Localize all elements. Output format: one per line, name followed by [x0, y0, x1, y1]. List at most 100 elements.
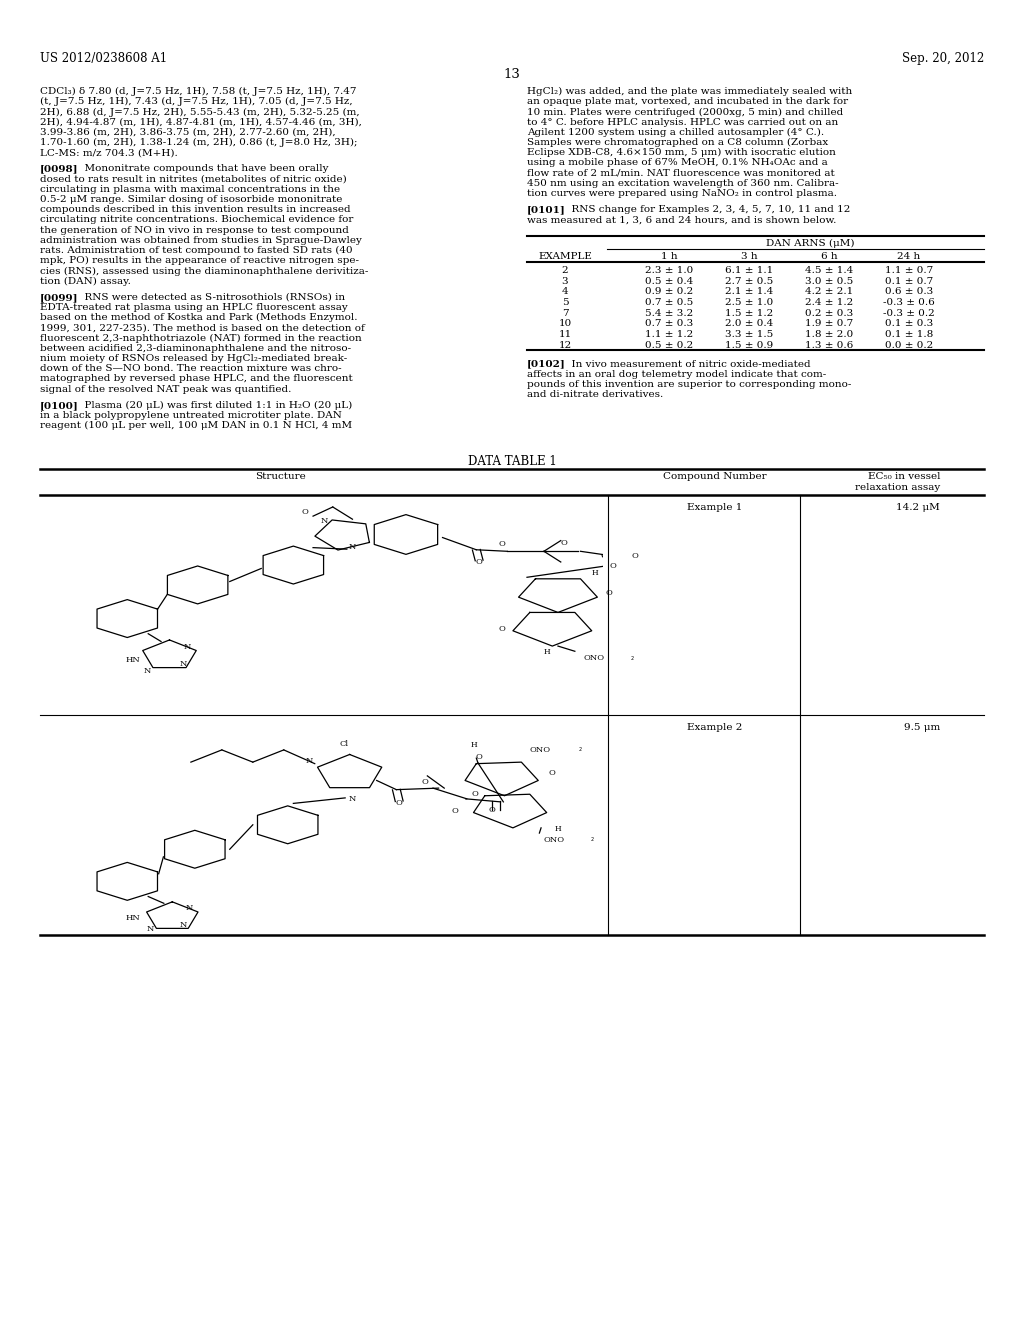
- Text: Compound Number: Compound Number: [664, 473, 767, 482]
- Text: 4.2 ± 2.1: 4.2 ± 2.1: [805, 288, 853, 297]
- Text: was measured at 1, 3, 6 and 24 hours, and is shown below.: was measured at 1, 3, 6 and 24 hours, an…: [527, 215, 837, 224]
- Text: H: H: [555, 825, 561, 833]
- Text: Eclipse XDB-C8, 4.6×150 mm, 5 μm) with isocratic elution: Eclipse XDB-C8, 4.6×150 mm, 5 μm) with i…: [527, 148, 836, 157]
- Text: flow rate of 2 mL/min. NAT fluorescence was monitored at: flow rate of 2 mL/min. NAT fluorescence …: [527, 169, 835, 178]
- Text: 1.1 ± 1.2: 1.1 ± 1.2: [645, 330, 693, 339]
- Text: 3.3 ± 1.5: 3.3 ± 1.5: [725, 330, 773, 339]
- Text: 0.7 ± 0.5: 0.7 ± 0.5: [645, 298, 693, 308]
- Text: O: O: [499, 626, 505, 634]
- Text: 0.2 ± 0.3: 0.2 ± 0.3: [805, 309, 853, 318]
- Text: 1999, 301, 227-235). The method is based on the detection of: 1999, 301, 227-235). The method is based…: [40, 323, 365, 333]
- Text: [0100]: [0100]: [40, 401, 79, 409]
- Text: 1.3 ± 0.6: 1.3 ± 0.6: [805, 341, 853, 350]
- Text: N: N: [184, 643, 191, 651]
- Text: 5.4 ± 3.2: 5.4 ± 3.2: [645, 309, 693, 318]
- Text: tion (DAN) assay.: tion (DAN) assay.: [40, 277, 131, 285]
- Text: reagent (100 μL per well, 100 μM DAN in 0.1 N HCl, 4 mM: reagent (100 μL per well, 100 μM DAN in …: [40, 421, 352, 430]
- Text: H: H: [470, 742, 477, 750]
- Text: RNS change for Examples 2, 3, 4, 5, 7, 10, 11 and 12: RNS change for Examples 2, 3, 4, 5, 7, 1…: [565, 205, 850, 214]
- Text: HgCl₂) was added, and the plate was immediately sealed with: HgCl₂) was added, and the plate was imme…: [527, 87, 852, 96]
- Text: Structure: Structure: [255, 473, 305, 482]
- Text: RNS were detected as S-nitrosothiols (RNSOs) in: RNS were detected as S-nitrosothiols (RN…: [78, 293, 345, 302]
- Text: LC-MS: m/z 704.3 (M+H).: LC-MS: m/z 704.3 (M+H).: [40, 148, 178, 157]
- Text: Samples were chromatographed on a C8 column (Zorbax: Samples were chromatographed on a C8 col…: [527, 139, 828, 147]
- Text: N: N: [146, 925, 154, 933]
- Text: O: O: [395, 800, 402, 808]
- Text: 12: 12: [558, 341, 571, 350]
- Text: O: O: [560, 539, 567, 546]
- Text: Cl: Cl: [340, 739, 348, 748]
- Text: 0.6 ± 0.3: 0.6 ± 0.3: [885, 288, 933, 297]
- Text: 1.8 ± 2.0: 1.8 ± 2.0: [805, 330, 853, 339]
- Text: an opaque plate mat, vortexed, and incubated in the dark for: an opaque plate mat, vortexed, and incub…: [527, 98, 848, 106]
- Text: (t, J=7.5 Hz, 1H), 7.43 (d, J=7.5 Hz, 1H), 7.05 (d, J=7.5 Hz,: (t, J=7.5 Hz, 1H), 7.43 (d, J=7.5 Hz, 1H…: [40, 98, 352, 107]
- Text: compounds described in this invention results in increased: compounds described in this invention re…: [40, 205, 350, 214]
- Text: CDCl₃) δ 7.80 (d, J=7.5 Hz, 1H), 7.58 (t, J=7.5 Hz, 1H), 7.47: CDCl₃) δ 7.80 (d, J=7.5 Hz, 1H), 7.58 (t…: [40, 87, 356, 96]
- Text: 3: 3: [562, 277, 568, 285]
- Text: 24 h: 24 h: [897, 252, 921, 261]
- Text: O: O: [549, 768, 556, 777]
- Text: EXAMPLE: EXAMPLE: [538, 252, 592, 261]
- Text: 1.1 ± 0.7: 1.1 ± 0.7: [885, 267, 933, 275]
- Text: 0.1 ± 0.7: 0.1 ± 0.7: [885, 277, 933, 285]
- Text: rats. Administration of test compound to fasted SD rats (40: rats. Administration of test compound to…: [40, 246, 352, 255]
- Text: N: N: [349, 544, 356, 552]
- Text: O: O: [476, 558, 482, 566]
- Text: ONO: ONO: [584, 655, 604, 663]
- Text: relaxation assay: relaxation assay: [855, 483, 940, 491]
- Text: O: O: [499, 540, 505, 548]
- Text: 1.70-1.60 (m, 2H), 1.38-1.24 (m, 2H), 0.86 (t, J=8.0 Hz, 3H);: 1.70-1.60 (m, 2H), 1.38-1.24 (m, 2H), 0.…: [40, 139, 357, 147]
- Text: -0.3 ± 0.2: -0.3 ± 0.2: [883, 309, 935, 318]
- Text: [0101]: [0101]: [527, 205, 565, 214]
- Text: 1.5 ± 1.2: 1.5 ± 1.2: [725, 309, 773, 318]
- Text: Mononitrate compounds that have been orally: Mononitrate compounds that have been ora…: [78, 165, 329, 173]
- Text: N: N: [321, 516, 328, 525]
- Text: 1.5 ± 0.9: 1.5 ± 0.9: [725, 341, 773, 350]
- Text: 0.9 ± 0.2: 0.9 ± 0.2: [645, 288, 693, 297]
- Text: H: H: [544, 648, 550, 656]
- Text: 0.1 ± 0.3: 0.1 ± 0.3: [885, 319, 933, 329]
- Text: pounds of this invention are superior to corresponding mono-: pounds of this invention are superior to…: [527, 380, 851, 389]
- Text: 0.5 ± 0.4: 0.5 ± 0.4: [645, 277, 693, 285]
- Text: $_2$: $_2$: [590, 836, 595, 845]
- Text: EC₅₀ in vessel: EC₅₀ in vessel: [867, 473, 940, 482]
- Text: 10: 10: [558, 319, 571, 329]
- Text: ONO: ONO: [544, 836, 565, 843]
- Text: $_2$: $_2$: [630, 653, 635, 663]
- Text: O: O: [301, 508, 308, 516]
- Text: 6.1 ± 1.1: 6.1 ± 1.1: [725, 267, 773, 275]
- Text: In vivo measurement of nitric oxide-mediated: In vivo measurement of nitric oxide-medi…: [565, 359, 811, 368]
- Text: 2.1 ± 1.4: 2.1 ± 1.4: [725, 288, 773, 297]
- Text: tion curves were prepared using NaNO₂ in control plasma.: tion curves were prepared using NaNO₂ in…: [527, 189, 837, 198]
- Text: US 2012/0238608 A1: US 2012/0238608 A1: [40, 51, 167, 65]
- Text: 11: 11: [558, 330, 571, 339]
- Text: circulating in plasma with maximal concentrations in the: circulating in plasma with maximal conce…: [40, 185, 340, 194]
- Text: matographed by reversed phase HPLC, and the fluorescent: matographed by reversed phase HPLC, and …: [40, 375, 352, 383]
- Text: 3.0 ± 0.5: 3.0 ± 0.5: [805, 277, 853, 285]
- Text: O: O: [476, 752, 482, 760]
- Text: O: O: [472, 791, 478, 799]
- Text: H: H: [591, 569, 598, 577]
- Text: HN: HN: [126, 656, 140, 664]
- Text: 14.2 μM: 14.2 μM: [896, 503, 940, 512]
- Text: Plasma (20 μL) was first diluted 1:1 in H₂O (20 μL): Plasma (20 μL) was first diluted 1:1 in …: [78, 401, 352, 411]
- Text: 450 nm using an excitation wavelength of 360 nm. Calibra-: 450 nm using an excitation wavelength of…: [527, 178, 839, 187]
- Text: the generation of NO in vivo in response to test compound: the generation of NO in vivo in response…: [40, 226, 349, 235]
- Text: -0.3 ± 0.6: -0.3 ± 0.6: [883, 298, 935, 308]
- Text: [0098]: [0098]: [40, 165, 79, 173]
- Text: Agilent 1200 system using a chilled autosampler (4° C.).: Agilent 1200 system using a chilled auto…: [527, 128, 824, 137]
- Text: 9.5 μm: 9.5 μm: [904, 723, 940, 731]
- Text: affects in an oral dog telemetry model indicate that com-: affects in an oral dog telemetry model i…: [527, 370, 826, 379]
- Text: 2.3 ± 1.0: 2.3 ± 1.0: [645, 267, 693, 275]
- Text: $_2$: $_2$: [578, 746, 583, 754]
- Text: N: N: [180, 660, 187, 668]
- Text: 0.5 ± 0.2: 0.5 ± 0.2: [645, 341, 693, 350]
- Text: HN: HN: [126, 913, 140, 923]
- Text: [0102]: [0102]: [527, 359, 565, 368]
- Text: EDTA-treated rat plasma using an HPLC fluorescent assay: EDTA-treated rat plasma using an HPLC fl…: [40, 304, 348, 312]
- Text: O: O: [632, 553, 639, 561]
- Text: 5: 5: [562, 298, 568, 308]
- Text: 2: 2: [562, 267, 568, 275]
- Text: administration was obtained from studies in Sprague-Dawley: administration was obtained from studies…: [40, 236, 361, 244]
- Text: O: O: [452, 807, 459, 814]
